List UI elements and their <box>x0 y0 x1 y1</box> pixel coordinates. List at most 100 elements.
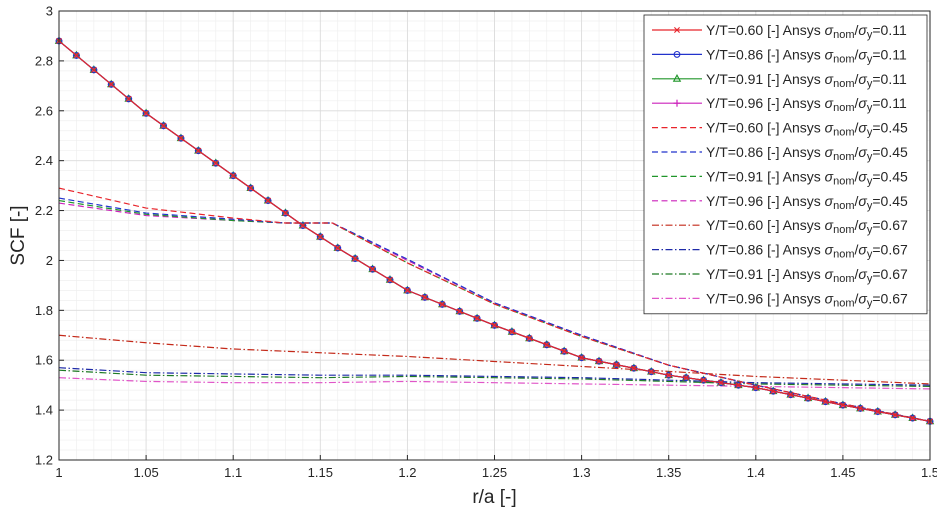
y-tick-label: 2.2 <box>35 203 53 218</box>
series-marker <box>543 341 550 348</box>
marker-stroke <box>456 308 463 315</box>
series-marker <box>369 266 376 273</box>
marker-stroke <box>230 172 237 179</box>
legend-text-span: Y/T=0.86 [-] Ansys <box>706 46 825 62</box>
y-axis-label: SCF [-] <box>8 205 29 265</box>
legend-marker <box>673 99 681 107</box>
series-marker <box>72 51 80 59</box>
series-marker <box>526 335 533 342</box>
marker-stroke <box>421 294 428 301</box>
legend-text-span: σ <box>858 242 867 258</box>
y-axis-ticks: 1.2 1.4 1.6 1.8 2 2.2 2.4 2.6 2.8 3 <box>35 4 64 468</box>
marker-stroke <box>265 197 272 204</box>
legend-text-span: / <box>855 290 859 306</box>
x-tick-label: 1.45 <box>830 465 855 480</box>
series-marker <box>212 159 220 167</box>
legend-entry: Y/T=0.91 [-] Ansys σnom/σy=0.67 <box>652 266 908 285</box>
series-marker <box>403 286 411 294</box>
legend-subscript: y <box>867 127 873 139</box>
series-marker <box>160 122 167 129</box>
legend-subscript: y <box>867 78 873 90</box>
legend-text-span: / <box>855 266 859 282</box>
marker-stroke <box>874 408 881 415</box>
y-tick-label: 2.8 <box>35 53 53 68</box>
series-marker <box>909 415 916 422</box>
marker-stroke <box>735 382 742 389</box>
series-marker <box>404 287 411 294</box>
series-marker <box>282 209 289 217</box>
series-5 <box>58 187 931 422</box>
series-12 <box>58 377 931 390</box>
series-marker <box>108 81 115 88</box>
series-marker <box>334 244 342 252</box>
legend-text-span: Y/T=0.91 [-] Ansys <box>706 71 825 87</box>
series-line <box>58 377 931 390</box>
x-tick-label: 1.1 <box>224 465 242 480</box>
legend-text-span: σ <box>825 242 834 258</box>
series-line <box>58 369 931 388</box>
legend-text-span: / <box>855 144 859 160</box>
x-tick-label: 1.25 <box>482 465 507 480</box>
marker-stroke <box>352 255 359 262</box>
y-tick-label: 1.2 <box>35 453 53 468</box>
legend-subscript: nom <box>833 127 854 139</box>
marker-stroke <box>648 368 655 375</box>
legend-text-span: =0.45 <box>872 168 908 184</box>
y-tick-label: 1.4 <box>35 403 53 418</box>
series-marker <box>142 109 150 117</box>
legend-entry: Y/T=0.91 [-] Ansys σnom/σy=0.45 <box>652 168 908 188</box>
series-marker <box>143 110 150 117</box>
marker-stroke <box>839 402 846 409</box>
y-tick-label: 1.6 <box>35 353 53 368</box>
legend-subscript: nom <box>833 298 854 310</box>
series-marker <box>456 307 464 315</box>
series-marker <box>386 276 393 283</box>
marker-stroke <box>177 135 184 142</box>
marker-stroke <box>160 122 167 129</box>
marker-stroke <box>700 377 707 384</box>
series-marker <box>90 66 98 74</box>
marker-stroke <box>857 405 864 412</box>
x-tick-label: 1.4 <box>747 465 765 480</box>
legend-label: Y/T=0.86 [-] Ansys σnom/σy=0.11 <box>706 46 907 65</box>
series-marker <box>508 328 516 336</box>
legend-text-span: =0.67 <box>872 217 908 233</box>
legend-text-span: σ <box>825 193 834 209</box>
marker-stroke <box>630 365 637 372</box>
legend-subscript: nom <box>833 249 854 261</box>
series-marker <box>439 301 446 308</box>
series-line <box>58 187 931 422</box>
legend-entry: Y/T=0.60 [-] Ansys σnom/σy=0.45 <box>652 120 908 139</box>
legend-text-span: Y/T=0.91 [-] Ansys <box>706 266 825 282</box>
x-tick-label: 1.3 <box>573 465 591 480</box>
legend-text-span: σ <box>825 120 834 136</box>
legend-entry: Y/T=0.96 [-] Ansys σnom/σy=0.11 <box>652 95 907 114</box>
marker-stroke <box>299 222 306 229</box>
marker-stroke <box>613 361 620 368</box>
series-marker <box>334 244 341 251</box>
series-layer <box>54 36 935 425</box>
series-marker <box>247 185 254 192</box>
y-tick-label: 1.8 <box>35 303 53 318</box>
y-tick-label: 2.4 <box>35 153 53 168</box>
series-marker <box>177 135 184 142</box>
series-marker <box>508 328 515 335</box>
x-tick-label: 1.05 <box>133 465 158 480</box>
legend-text-span: σ <box>858 71 867 87</box>
legend-subscript: nom <box>833 224 854 236</box>
legend-text-span: =0.11 <box>872 95 907 111</box>
legend-entry: Y/T=0.96 [-] Ansys σnom/σy=0.45 <box>652 193 908 212</box>
marker-stroke <box>822 398 829 405</box>
legend-entry: Y/T=0.60 [-] Ansys σnom/σy=0.11 <box>652 22 907 41</box>
series-marker <box>717 379 724 386</box>
legend-text-span: σ <box>825 168 834 184</box>
legend-text-span: Y/T=0.96 [-] Ansys <box>706 193 825 209</box>
series-marker <box>282 210 289 217</box>
legend-subscript: nom <box>833 200 854 212</box>
legend-text-span: =0.67 <box>872 266 908 282</box>
marker-stroke <box>770 388 777 395</box>
legend-text-span: / <box>855 242 859 258</box>
y-tick-label: 2.6 <box>35 103 53 118</box>
marker-stroke <box>439 301 446 308</box>
series-marker <box>473 314 481 322</box>
